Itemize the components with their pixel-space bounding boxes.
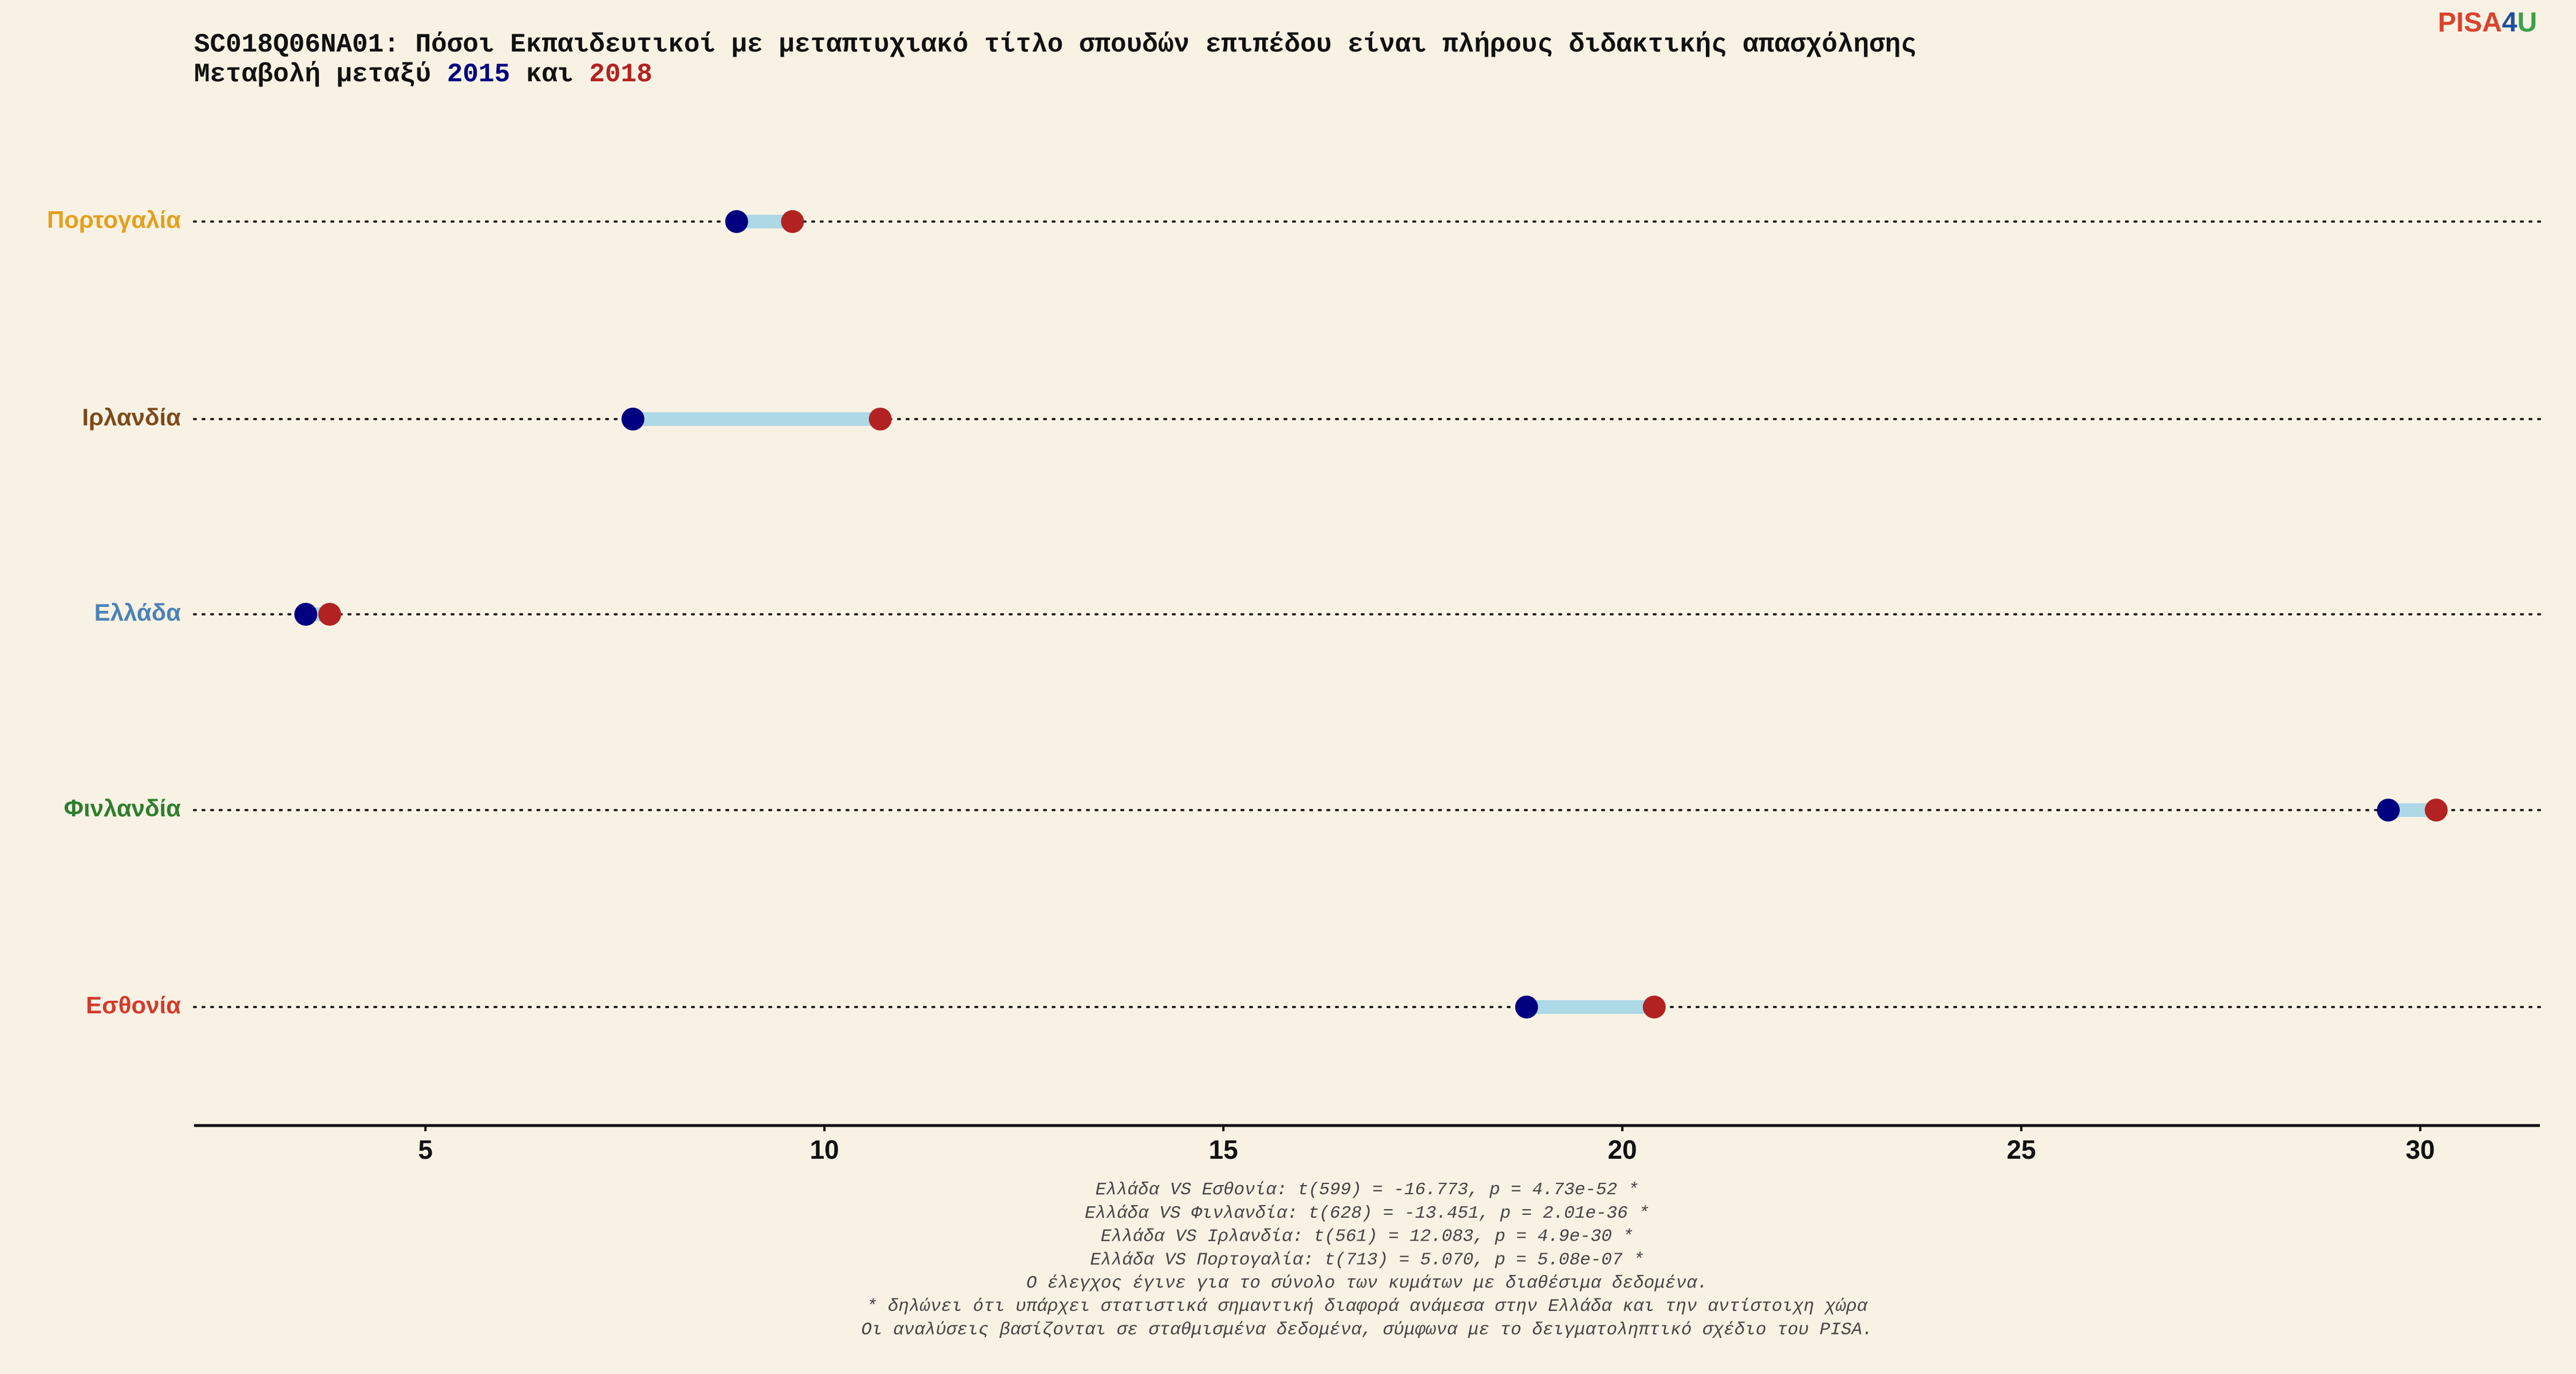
dot (2424, 799, 2448, 822)
category-label: Πορτογαλία (47, 206, 181, 233)
chart-title: SC018Q06NA01: Πόσοι Εκπαιδευτικοί με μετ… (194, 30, 1917, 60)
legend-entry: 2018 (589, 60, 652, 89)
logo: PISA4U (2438, 7, 2537, 38)
legend-entry: 2015 (447, 60, 510, 89)
footnote: Ελλάδα VS Φινλανδία: t(628) = -13.451, p… (1085, 1203, 1649, 1223)
dot (318, 603, 341, 626)
dot (868, 408, 892, 431)
x-tick-label: 15 (1209, 1135, 1238, 1164)
category-label: Ιρλανδία (82, 404, 181, 431)
footnote: Ο έλεγχος έγινε για το σύνολο των κυμάτω… (1026, 1273, 1708, 1293)
chart-subtitle: Μεταβολή μεταξύ 2015 και 2018 (194, 60, 653, 89)
footnote: Οι αναλύσεις βασίζονται σε σταθμισμένα δ… (861, 1320, 1872, 1340)
logo-part: PISA (2438, 7, 2502, 38)
dot (1642, 996, 1666, 1018)
category-label: Φινλανδία (64, 795, 181, 822)
category-label: Εσθονία (86, 992, 181, 1018)
x-tick-label: 25 (2006, 1135, 2036, 1164)
logo-part: U (2517, 7, 2537, 38)
dot (294, 603, 318, 626)
x-tick-label: 10 (810, 1135, 839, 1164)
x-tick-label: 5 (418, 1135, 433, 1164)
dot (621, 408, 645, 431)
x-tick-label: 30 (2405, 1135, 2435, 1164)
category-label: Ελλάδα (94, 599, 181, 626)
dot (2377, 799, 2400, 822)
dot (1515, 996, 1538, 1018)
dot (781, 210, 804, 233)
footnote: * δηλώνει ότι υπάρχει στατιστικά σημαντι… (867, 1297, 1868, 1317)
logo-part: 4 (2502, 7, 2518, 38)
footnote: Ελλάδα VS Εσθονία: t(599) = -16.773, p =… (1096, 1180, 1639, 1200)
footnote: Ελλάδα VS Ιρλανδία: t(561) = 12.083, p =… (1101, 1227, 1633, 1247)
dot (725, 210, 748, 233)
subtitle-text: και (526, 60, 574, 89)
footnote: Ελλάδα VS Πορτογαλία: t(713) = 5.070, p … (1090, 1250, 1643, 1270)
x-tick-label: 20 (1607, 1135, 1637, 1164)
subtitle-text: Μεταβολή μεταξύ (194, 60, 431, 89)
